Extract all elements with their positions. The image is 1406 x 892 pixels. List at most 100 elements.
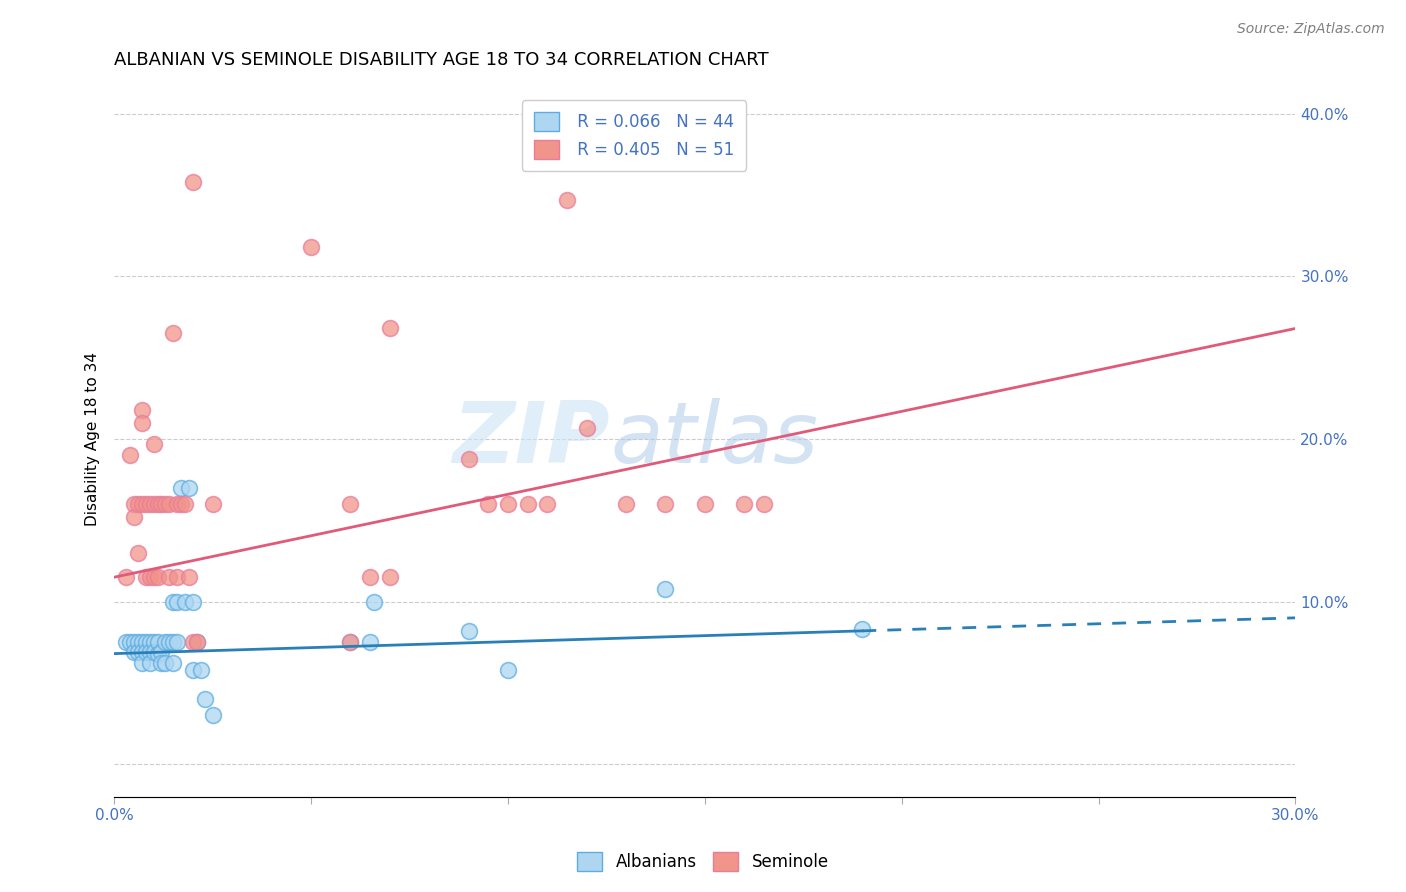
Point: [115, 570, 138, 584]
Point: [127, 645, 149, 659]
Point: [122, 635, 145, 649]
Legend:  R = 0.066   N = 44,  R = 0.405   N = 51: R = 0.066 N = 44, R = 0.405 N = 51: [522, 101, 747, 170]
Point: [457, 624, 479, 638]
Point: [131, 657, 153, 671]
Point: [713, 137, 735, 152]
Point: [339, 635, 361, 649]
Point: [496, 663, 519, 677]
Point: [186, 635, 208, 649]
Point: [131, 416, 153, 430]
Point: [142, 645, 165, 659]
Point: [135, 645, 157, 659]
Point: [170, 481, 193, 495]
Point: [157, 570, 180, 584]
Point: [162, 657, 184, 671]
Point: [752, 497, 775, 511]
Point: [146, 635, 169, 649]
Point: [135, 635, 157, 649]
Point: [142, 635, 165, 649]
Point: [174, 497, 197, 511]
Text: atlas: atlas: [610, 398, 818, 481]
Point: [146, 570, 169, 584]
Point: [166, 570, 188, 584]
Point: [614, 497, 637, 511]
Point: [142, 437, 165, 451]
Point: [181, 635, 204, 649]
Point: [693, 497, 716, 511]
Point: [851, 622, 873, 636]
Point: [138, 657, 160, 671]
Point: [166, 635, 188, 649]
Point: [155, 657, 177, 671]
Point: [127, 546, 149, 560]
Point: [339, 497, 361, 511]
Point: [150, 657, 173, 671]
Point: [155, 635, 177, 649]
Point: [457, 451, 479, 466]
Y-axis label: Disability Age 18 to 34: Disability Age 18 to 34: [86, 352, 100, 526]
Text: ZIP: ZIP: [453, 398, 610, 481]
Point: [166, 594, 188, 608]
Point: [142, 570, 165, 584]
Point: [131, 497, 153, 511]
Point: [363, 594, 385, 608]
Point: [162, 635, 184, 649]
Point: [378, 570, 401, 584]
Point: [122, 497, 145, 511]
Point: [162, 326, 184, 341]
Point: [150, 497, 173, 511]
Legend: Albanians, Seminole: Albanians, Seminole: [569, 843, 837, 880]
Point: [536, 497, 558, 511]
Point: [299, 240, 322, 254]
Point: [142, 497, 165, 511]
Point: [135, 570, 157, 584]
Point: [555, 193, 578, 207]
Point: [359, 635, 381, 649]
Point: [138, 635, 160, 649]
Point: [186, 635, 208, 649]
Point: [157, 635, 180, 649]
Point: [122, 645, 145, 659]
Point: [654, 582, 676, 596]
Point: [170, 497, 193, 511]
Point: [181, 594, 204, 608]
Point: [146, 647, 169, 661]
Point: [194, 692, 217, 706]
Point: [733, 497, 755, 511]
Point: [654, 497, 676, 511]
Point: [190, 663, 212, 677]
Point: [131, 645, 153, 659]
Point: [181, 663, 204, 677]
Point: [201, 708, 224, 723]
Point: [138, 645, 160, 659]
Point: [339, 635, 361, 649]
Point: [127, 635, 149, 649]
Point: [575, 420, 598, 434]
Point: [150, 645, 173, 659]
Point: [138, 570, 160, 584]
Point: [157, 497, 180, 511]
Point: [146, 497, 169, 511]
Point: [162, 594, 184, 608]
Point: [181, 175, 204, 189]
Point: [155, 497, 177, 511]
Point: [138, 497, 160, 511]
Point: [166, 497, 188, 511]
Text: Source: ZipAtlas.com: Source: ZipAtlas.com: [1237, 22, 1385, 37]
Point: [115, 635, 138, 649]
Point: [122, 510, 145, 524]
Text: ALBANIAN VS SEMINOLE DISABILITY AGE 18 TO 34 CORRELATION CHART: ALBANIAN VS SEMINOLE DISABILITY AGE 18 T…: [114, 51, 769, 69]
Point: [177, 570, 200, 584]
Point: [118, 635, 141, 649]
Point: [378, 321, 401, 335]
Point: [359, 570, 381, 584]
Point: [118, 448, 141, 462]
Point: [127, 497, 149, 511]
Point: [201, 497, 224, 511]
Point: [516, 497, 538, 511]
Point: [131, 635, 153, 649]
Point: [477, 497, 499, 511]
Point: [135, 497, 157, 511]
Point: [496, 497, 519, 511]
Point: [174, 594, 197, 608]
